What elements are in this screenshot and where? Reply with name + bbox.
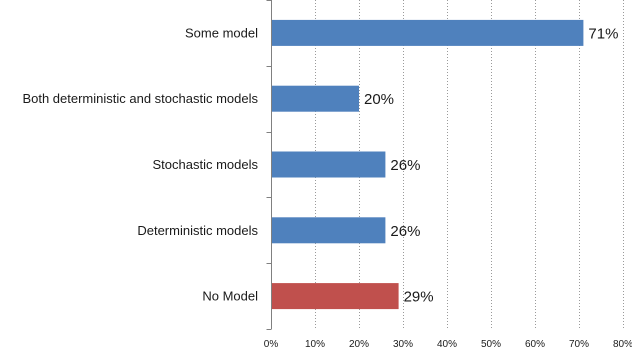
bar [272, 151, 386, 178]
bar [272, 283, 399, 310]
data-label: 29% [404, 289, 434, 306]
x-tick-label: 60% [525, 339, 545, 350]
category-label: Some model [185, 25, 258, 40]
bars [272, 19, 584, 310]
x-tick-labels: 0% 10% 20% 30% 40% 50% 60% 70% 80% [264, 339, 632, 350]
bar [272, 85, 359, 112]
x-tick-label: 0% [264, 339, 279, 350]
gridlines [315, 0, 624, 329]
x-tick-label: 30% [393, 339, 413, 350]
x-tick-label: 40% [437, 339, 457, 350]
data-label: 26% [390, 223, 420, 240]
x-tick-label: 20% [349, 339, 369, 350]
data-label: 20% [364, 91, 394, 108]
category-labels: Some model Both deterministic and stochas… [22, 25, 258, 303]
x-tick-label: 50% [481, 339, 501, 350]
bar [272, 217, 386, 244]
category-label: Deterministic models [137, 223, 258, 238]
y-axis [266, 0, 272, 330]
data-label: 71% [588, 25, 618, 42]
x-tick-label: 80% [613, 339, 632, 350]
bar [272, 19, 584, 46]
category-label: Stochastic models [153, 157, 259, 172]
data-label: 26% [390, 157, 420, 174]
x-tick-label: 10% [305, 339, 325, 350]
category-label: Both deterministic and stochastic models [22, 91, 258, 106]
data-labels: 71% 20% 26% 26% 29% [364, 25, 618, 305]
x-tick-label: 70% [569, 339, 589, 350]
category-label: No Model [202, 289, 258, 304]
